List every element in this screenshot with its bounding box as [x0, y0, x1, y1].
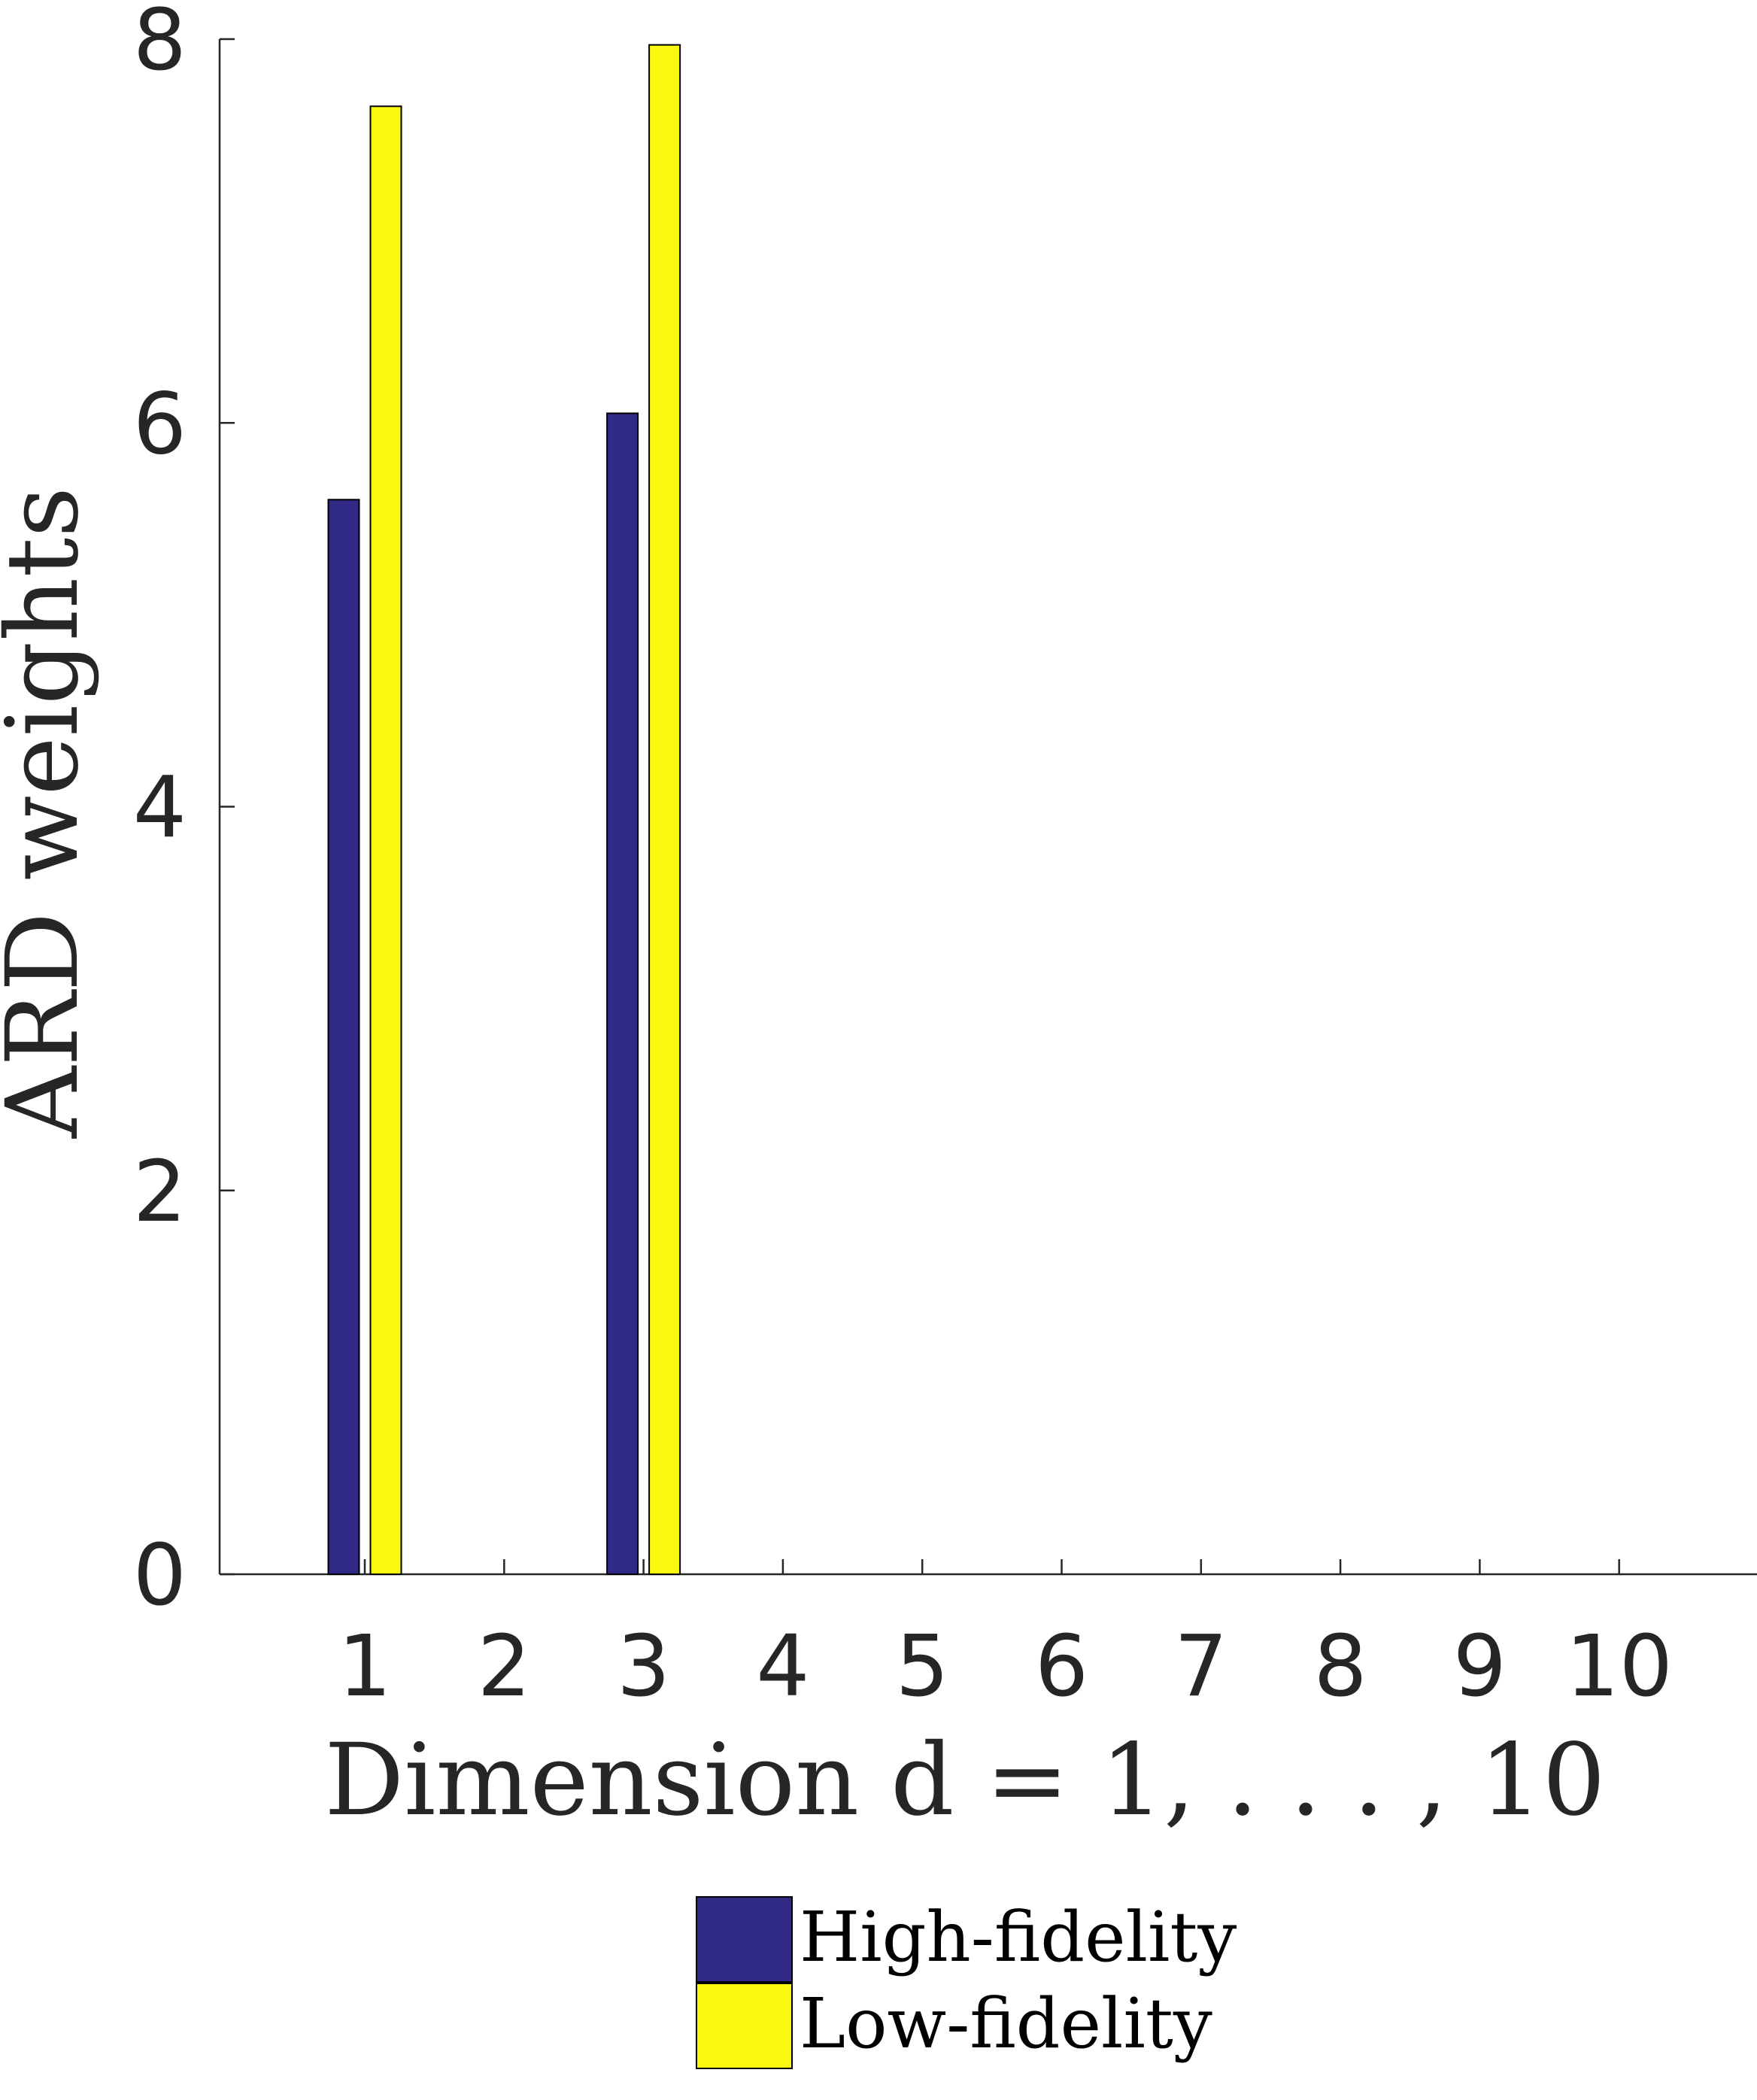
y-tick-label: 2 — [133, 1143, 187, 1241]
x-tick-label: 9 — [1453, 1618, 1507, 1716]
x-tick-label: 3 — [617, 1618, 670, 1716]
y-axis-label: ARD weights — [0, 487, 101, 1139]
y-tick-label: 0 — [133, 1527, 187, 1625]
x-tick-label: 1 — [338, 1618, 391, 1716]
x-tick-label: 5 — [896, 1618, 949, 1716]
bar-high-fidelity-3 — [606, 412, 639, 1575]
x-tick-label: 7 — [1174, 1618, 1227, 1716]
x-tick-label: 10 — [1565, 1618, 1673, 1716]
bar-series — [327, 44, 681, 1576]
plot-axes — [218, 38, 1757, 1576]
bar-high-fidelity-1 — [327, 499, 360, 1575]
x-tick-label: 2 — [478, 1618, 531, 1716]
legend-swatch-low-fidelity — [696, 1983, 793, 2069]
x-axis-label: Dimension d = 1, . . . , 10 — [324, 1722, 1605, 1838]
y-tick-labels: 0 2 4 6 8 — [133, 0, 187, 1625]
y-tick-label: 4 — [133, 760, 187, 857]
x-tick-labels: 1 2 3 4 5 6 7 8 9 10 — [338, 1618, 1673, 1716]
y-tick-label: 6 — [133, 375, 187, 473]
legend-label-high-fidelity: High-fidelity — [800, 1897, 1237, 1977]
legend-swatch-high-fidelity — [696, 1896, 793, 1983]
y-tick-label: 8 — [133, 0, 187, 90]
x-tick-label: 6 — [1035, 1618, 1088, 1716]
x-tick-label: 8 — [1313, 1618, 1367, 1716]
bar-low-fidelity-1 — [369, 105, 402, 1576]
bar-low-fidelity-3 — [648, 44, 681, 1575]
legend-label-low-fidelity: Low-fidelity — [800, 1983, 1212, 2064]
x-tick-label: 4 — [756, 1618, 809, 1716]
